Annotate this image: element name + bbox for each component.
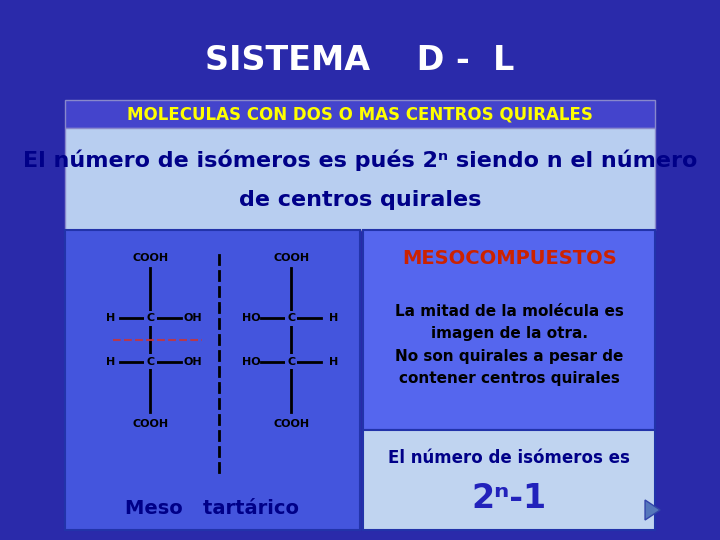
Text: El número de isómeros es: El número de isómeros es	[388, 449, 630, 467]
Polygon shape	[645, 500, 660, 520]
Text: OH: OH	[183, 313, 202, 323]
Text: El número de isómeros es pués 2ⁿ siendo n el número: El número de isómeros es pués 2ⁿ siendo …	[23, 149, 697, 171]
Text: COOH: COOH	[273, 419, 310, 429]
Text: H: H	[328, 313, 338, 323]
Text: de centros quirales: de centros quirales	[239, 190, 481, 210]
Text: H: H	[328, 356, 338, 367]
Text: H: H	[106, 356, 114, 367]
Text: MESOCOMPUESTOS: MESOCOMPUESTOS	[402, 248, 616, 267]
Text: Meso   tartárico: Meso tartárico	[125, 498, 300, 517]
Text: MOLECULAS CON DOS O MAS CENTROS QUIRALES: MOLECULAS CON DOS O MAS CENTROS QUIRALES	[127, 105, 593, 123]
Text: HO: HO	[242, 313, 261, 323]
Text: COOH: COOH	[132, 419, 168, 429]
Bar	[364, 230, 655, 430]
Text: C: C	[146, 313, 155, 323]
Text: C: C	[146, 356, 155, 367]
Bar	[65, 128, 655, 230]
Text: H: H	[106, 313, 114, 323]
Text: COOH: COOH	[132, 253, 168, 263]
Text: 2ⁿ-1: 2ⁿ-1	[472, 482, 546, 515]
Bar	[65, 230, 360, 530]
Bar	[65, 100, 655, 128]
Text: OH: OH	[183, 356, 202, 367]
Bar	[364, 430, 655, 530]
Text: C: C	[287, 356, 295, 367]
Text: COOH: COOH	[273, 253, 310, 263]
Text: SISTEMA    D -  L: SISTEMA D - L	[205, 44, 515, 77]
Text: C: C	[287, 313, 295, 323]
Text: HO: HO	[242, 356, 261, 367]
Text: La mitad de la molécula es
imagen de la otra.
No son quirales a pesar de
contene: La mitad de la molécula es imagen de la …	[395, 304, 624, 386]
